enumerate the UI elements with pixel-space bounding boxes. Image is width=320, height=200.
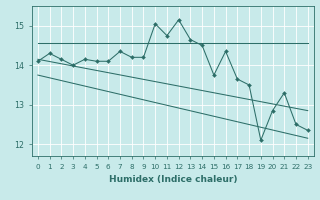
X-axis label: Humidex (Indice chaleur): Humidex (Indice chaleur) [108, 175, 237, 184]
